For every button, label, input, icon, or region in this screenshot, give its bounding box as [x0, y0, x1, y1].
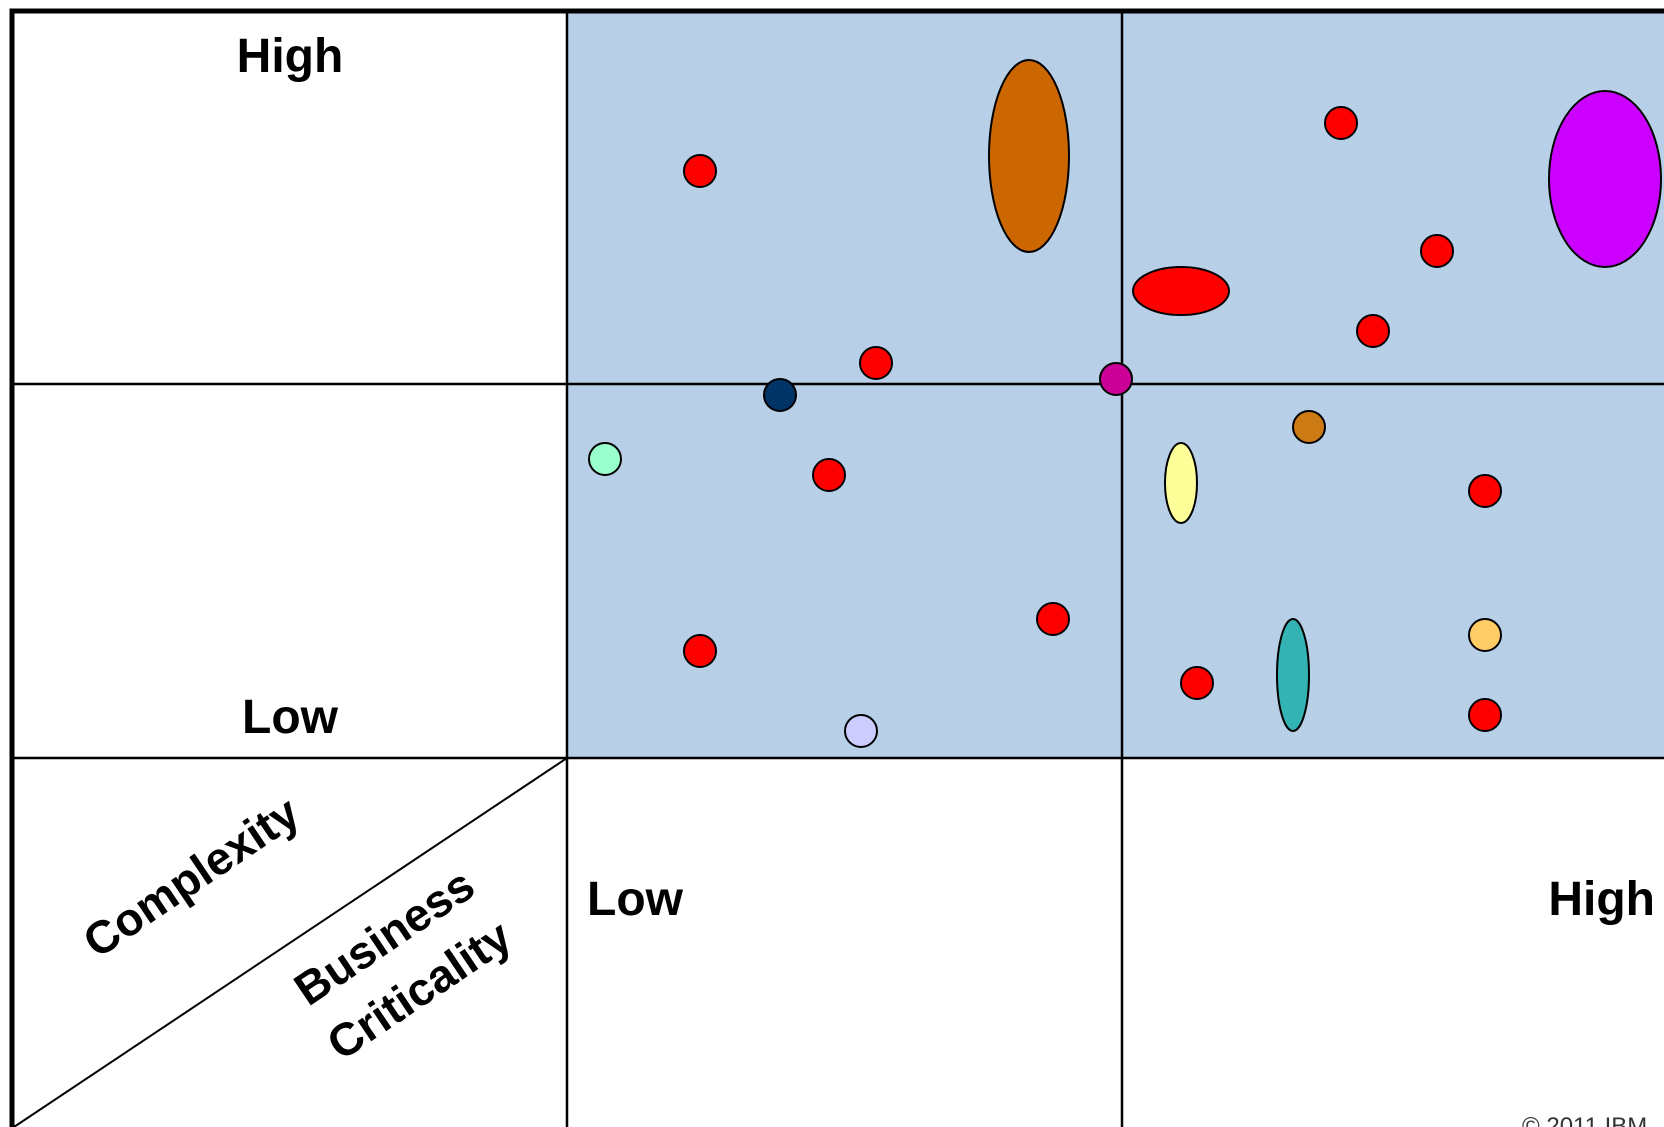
item-red-7[interactable]: [1420, 234, 1454, 268]
item-lavender[interactable]: [844, 714, 878, 748]
item-red-10[interactable]: [1180, 666, 1214, 700]
criticality-high-label: High: [1548, 873, 1655, 926]
complexity-high-label: High: [237, 30, 344, 83]
item-red-1[interactable]: [683, 154, 717, 188]
item-teal[interactable]: [1276, 618, 1310, 732]
item-peach[interactable]: [1468, 618, 1502, 652]
complexity-low-label: Low: [242, 691, 339, 744]
copyright-text: © 2011 IBM: [1522, 1113, 1647, 1127]
item-red-wide[interactable]: [1132, 266, 1230, 316]
axis-diagonal: [13, 757, 568, 1127]
item-red-8[interactable]: [1356, 314, 1390, 348]
outer-border: [9, 8, 1664, 1127]
item-red-2[interactable]: [859, 346, 893, 380]
item-red-11[interactable]: [1468, 698, 1502, 732]
item-red-3[interactable]: [812, 458, 846, 492]
item-red-5[interactable]: [683, 634, 717, 668]
item-amber[interactable]: [1292, 410, 1326, 444]
complexity-axis-name: Complexity: [74, 786, 309, 968]
item-orange-large[interactable]: [988, 59, 1070, 253]
grid-lines: [9, 8, 1664, 1127]
criticality-low-label: Low: [587, 873, 684, 926]
items-layer: [588, 59, 1662, 748]
item-mint[interactable]: [588, 442, 622, 476]
item-purple-large[interactable]: [1548, 90, 1662, 268]
item-navy[interactable]: [763, 378, 797, 412]
item-red-9[interactable]: [1468, 474, 1502, 508]
item-magenta[interactable]: [1099, 362, 1133, 396]
item-red-4[interactable]: [1036, 602, 1070, 636]
item-yellow[interactable]: [1164, 442, 1198, 524]
item-red-6[interactable]: [1324, 106, 1358, 140]
